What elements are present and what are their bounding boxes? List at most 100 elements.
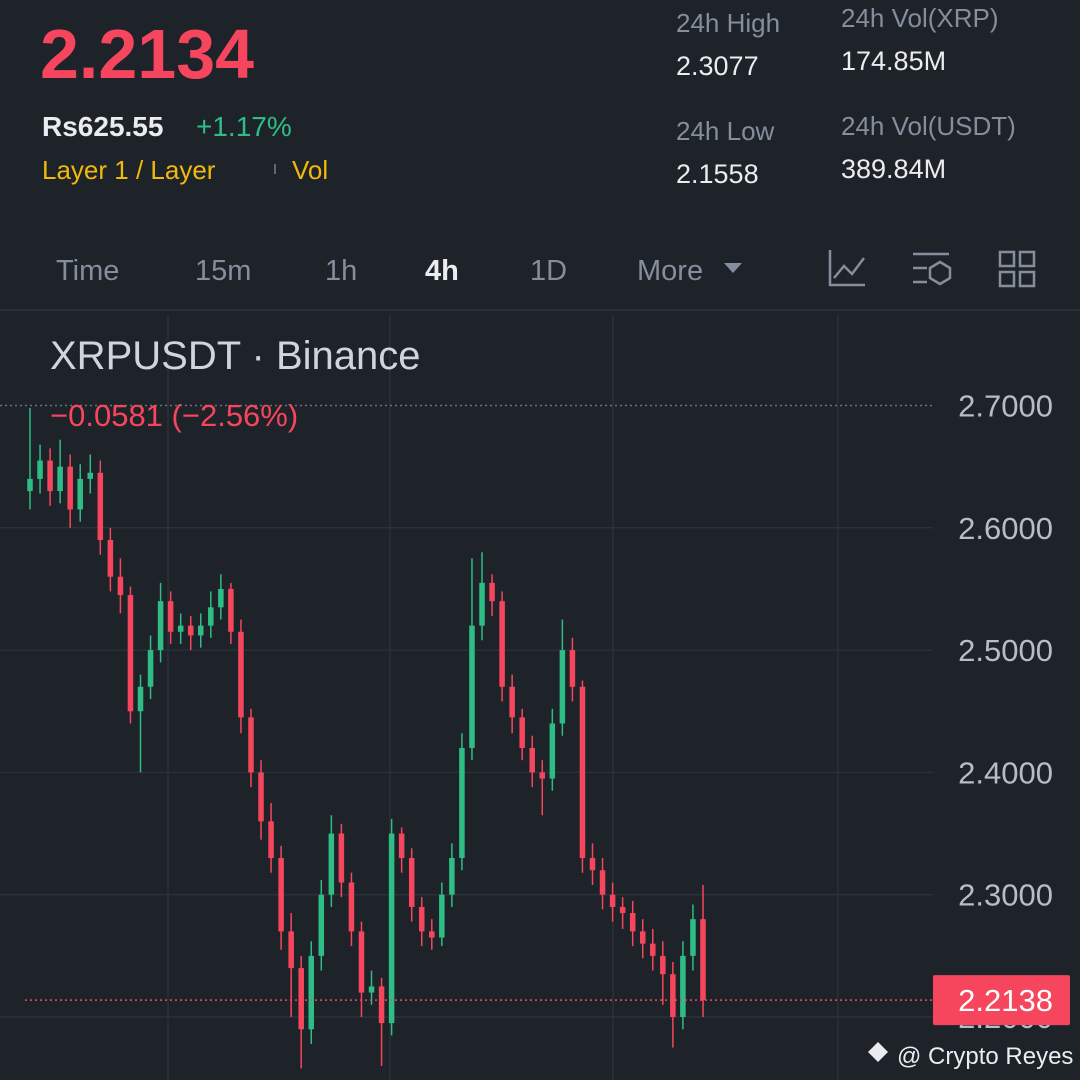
chart-title: XRPUSDT · Binance: [50, 334, 421, 378]
candle-body: [599, 870, 606, 895]
candle-body: [559, 650, 566, 724]
candle-body: [519, 717, 525, 748]
candle-body: [629, 913, 636, 932]
candle-body: [388, 833, 395, 1024]
tab[interactable]: 15m: [195, 255, 251, 287]
candle-body: [619, 906, 626, 914]
candle-body: [208, 607, 214, 626]
candle-body: [529, 747, 536, 773]
stat-label: 24h Vol(USDT): [841, 111, 1016, 141]
candle-body: [238, 631, 244, 718]
chart-subtitle: −0.0581 (−2.56%): [50, 398, 298, 433]
indicator-icon[interactable]: [828, 250, 865, 287]
candle-body: [278, 858, 284, 932]
watermark: @ Crypto Reyes: [897, 1043, 1073, 1070]
y-tick-label: 2.4000: [958, 755, 1053, 790]
candle-body: [197, 625, 204, 636]
tag[interactable]: Layer 1 / Layer: [42, 155, 216, 185]
candle-body: [408, 858, 415, 907]
candle-body: [187, 625, 194, 636]
candle-body: [27, 478, 33, 492]
plot-area: 2.70002.60002.50002.40002.30002.20002.21…: [0, 315, 1070, 1080]
candle-body: [67, 466, 73, 510]
candle-body: [268, 821, 274, 859]
candle-body: [509, 686, 515, 718]
candle-body: [539, 772, 546, 779]
candle-body: [147, 650, 154, 687]
candle-body: [57, 466, 63, 492]
candle-body: [680, 955, 686, 1018]
candle-body: [248, 717, 254, 773]
candle-body: [449, 858, 455, 895]
candle-body: [368, 986, 375, 993]
stat-value: 174.85M: [841, 46, 946, 76]
candle-body: [288, 931, 294, 969]
candle-body: [97, 472, 104, 541]
candle-body: [459, 747, 465, 859]
candle-body: [318, 894, 325, 956]
candle-body: [358, 931, 365, 993]
candle-body: [77, 478, 83, 510]
candle-body: [127, 595, 134, 712]
candle-body: [499, 601, 505, 687]
tab[interactable]: More: [637, 255, 703, 287]
candle-body: [579, 686, 586, 859]
price-change: +1.17%: [196, 111, 292, 142]
stat-value: 2.1558: [676, 159, 759, 189]
stat-label: 24h High: [676, 8, 780, 38]
stat-label: 24h Low: [676, 116, 775, 146]
y-tick-label: 2.5000: [958, 633, 1053, 668]
stat-value: 2.3077: [676, 51, 759, 81]
layout-icon[interactable]: [998, 250, 1036, 288]
candle-body: [639, 931, 646, 944]
candle-body: [569, 650, 576, 687]
candle-body: [177, 625, 184, 632]
candle-body: [308, 955, 315, 1030]
candle-body: [469, 625, 475, 748]
y-tick-label: 2.7000: [958, 389, 1053, 424]
y-tick-label: 2.3000: [958, 878, 1053, 913]
candle-body: [37, 460, 43, 479]
tab[interactable]: 1h: [325, 255, 357, 287]
stat-label: 24h Vol(XRP): [841, 3, 999, 33]
candle-body: [609, 894, 616, 907]
candle-body: [228, 588, 234, 632]
candle-body: [398, 833, 405, 859]
last-price: 2.2134: [40, 15, 254, 93]
candle-body: [117, 576, 124, 596]
candle-body: [429, 931, 435, 938]
candle-body: [690, 919, 696, 956]
candle-body: [700, 919, 706, 1001]
candle-body: [157, 601, 164, 651]
candle-body: [47, 460, 53, 492]
tab[interactable]: Time: [56, 255, 119, 287]
candle-body: [489, 582, 495, 602]
candle-body: [258, 772, 264, 822]
last-price-tag: [933, 975, 1070, 1026]
candle-body: [107, 540, 114, 577]
candle-body: [298, 968, 304, 1030]
candle-body: [660, 955, 666, 975]
stat-value: 389.84M: [841, 154, 946, 184]
y-tick-label: 2.6000: [958, 511, 1053, 546]
candle-body: [328, 833, 335, 895]
candle-body: [87, 472, 94, 479]
settings-icon[interactable]: [913, 252, 952, 286]
tag[interactable]: Vol: [292, 155, 328, 185]
candle-body: [670, 974, 676, 1018]
last-price-label: 2.2138: [958, 983, 1053, 1018]
candle-body: [167, 601, 174, 632]
candle-body: [378, 986, 385, 1024]
candle-body: [479, 582, 485, 626]
dropdown-arrow[interactable]: [724, 263, 742, 273]
candle-body: [650, 943, 656, 956]
divider: [274, 164, 276, 174]
candle-body: [418, 906, 425, 932]
tab[interactable]: 4h: [425, 255, 459, 287]
tab[interactable]: 1D: [530, 255, 567, 287]
candle-body: [589, 858, 596, 871]
tab-bar: Time 15m 1h 4h 1D More: [56, 255, 703, 287]
